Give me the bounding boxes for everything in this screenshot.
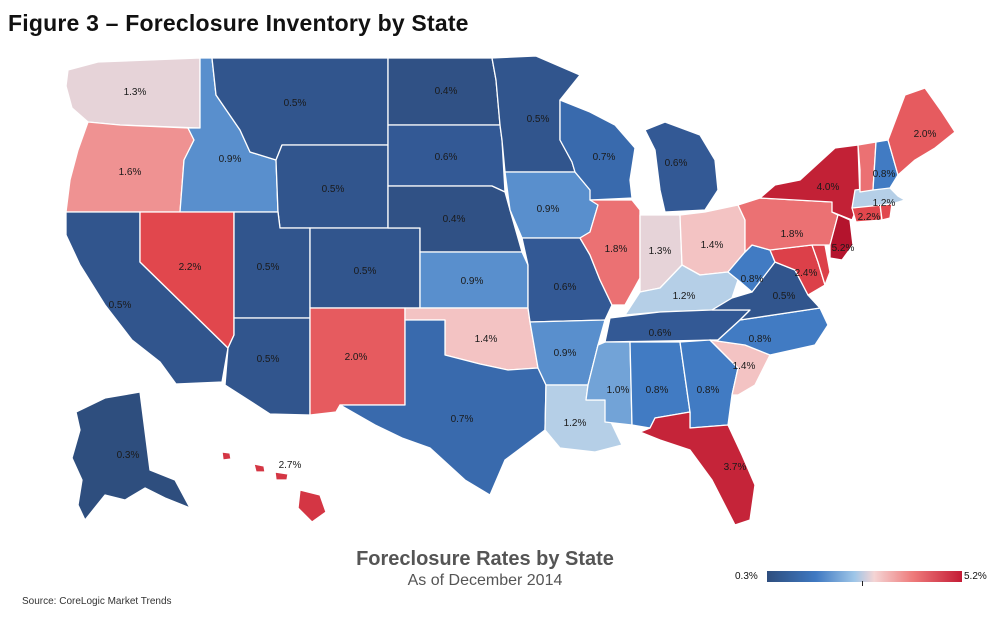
state-label-ut: 0.5%	[257, 262, 280, 273]
state-label-id: 0.9%	[219, 154, 242, 165]
state-label-wa: 1.3%	[124, 87, 147, 98]
state-label-tn: 0.6%	[649, 328, 672, 339]
map-title: Foreclosure Rates by State	[356, 548, 614, 570]
state-label-wy: 0.5%	[322, 184, 345, 195]
state-label-fl: 3.7%	[724, 462, 747, 473]
state-label-ms: 1.0%	[607, 385, 630, 396]
state-label-az: 0.5%	[257, 354, 280, 365]
state-label-ca: 0.5%	[109, 300, 132, 311]
state-label-tx: 0.7%	[451, 414, 474, 425]
state-label-ks: 0.9%	[461, 276, 484, 287]
state-label-wi: 0.7%	[593, 152, 616, 163]
state-vt[interactable]	[857, 141, 877, 193]
figure-title: Figure 3 – Foreclosure Inventory by Stat…	[8, 10, 469, 36]
state-hi-island[interactable]	[221, 451, 232, 461]
state-label-in: 1.3%	[649, 246, 672, 257]
state-ak[interactable]	[71, 391, 191, 521]
state-nc[interactable]	[709, 307, 829, 356]
state-label-al: 0.8%	[646, 385, 669, 396]
state-mi[interactable]	[644, 121, 719, 213]
state-hi-island[interactable]	[253, 463, 266, 473]
state-label-ny: 4.0%	[817, 182, 840, 193]
state-az[interactable]	[224, 317, 311, 416]
state-label-oh: 1.4%	[701, 240, 724, 251]
state-label-ky: 1.2%	[673, 291, 696, 302]
state-label-ga: 0.8%	[697, 385, 720, 396]
state-label-mi: 0.6%	[665, 158, 688, 169]
state-label-or: 1.6%	[119, 167, 142, 178]
state-label-ia: 0.9%	[537, 204, 560, 215]
state-il[interactable]	[579, 199, 641, 306]
state-label-mn: 0.5%	[527, 114, 550, 125]
state-label-mt: 0.5%	[284, 98, 307, 109]
state-label-md: 2.4%	[795, 268, 818, 279]
state-label-wv: 0.8%	[741, 274, 764, 285]
state-me[interactable]	[887, 87, 956, 176]
state-label-nh: 0.8%	[873, 169, 896, 180]
state-label-sc: 1.4%	[733, 361, 756, 372]
state-label-nv: 2.2%	[179, 262, 202, 273]
state-label-hi: 2.7%	[279, 460, 302, 471]
source-note: Source: CoreLogic Market Trends	[22, 596, 172, 607]
state-fl[interactable]	[639, 411, 756, 526]
state-hi-island[interactable]	[274, 471, 289, 481]
legend-tick-mark	[862, 581, 863, 586]
state-nh[interactable]	[872, 139, 899, 191]
state-label-ct: 2.2%	[858, 212, 881, 223]
state-label-mo: 0.6%	[554, 282, 577, 293]
state-label-co: 0.5%	[354, 266, 377, 277]
state-label-nj: 5.2%	[832, 243, 855, 254]
state-hi[interactable]	[297, 489, 327, 523]
state-pa[interactable]	[737, 197, 839, 253]
legend-min-label: 0.3%	[735, 571, 758, 582]
state-label-va: 0.5%	[773, 291, 796, 302]
state-label-ok: 1.4%	[475, 334, 498, 345]
state-wi[interactable]	[559, 99, 636, 201]
state-label-nm: 2.0%	[345, 352, 368, 363]
legend-max-label: 5.2%	[964, 571, 987, 582]
state-label-ne: 0.4%	[443, 214, 466, 225]
legend-gradient-bar	[767, 571, 962, 582]
state-label-la: 1.2%	[564, 418, 587, 429]
state-label-ar: 0.9%	[554, 348, 577, 359]
state-label-il: 1.8%	[605, 244, 628, 255]
state-nj[interactable]	[829, 211, 854, 261]
state-label-ak: 0.3%	[117, 450, 140, 461]
state-label-nc: 0.8%	[749, 334, 772, 345]
state-label-pa: 1.8%	[781, 229, 804, 240]
state-label-nd: 0.4%	[435, 86, 458, 97]
state-ny[interactable]	[759, 144, 861, 221]
state-label-me: 2.0%	[914, 129, 937, 140]
map-subtitle: As of December 2014	[407, 572, 563, 589]
state-label-sd: 0.6%	[435, 152, 458, 163]
state-tx[interactable]	[339, 319, 547, 496]
state-label-ma: 1.2%	[873, 198, 896, 209]
